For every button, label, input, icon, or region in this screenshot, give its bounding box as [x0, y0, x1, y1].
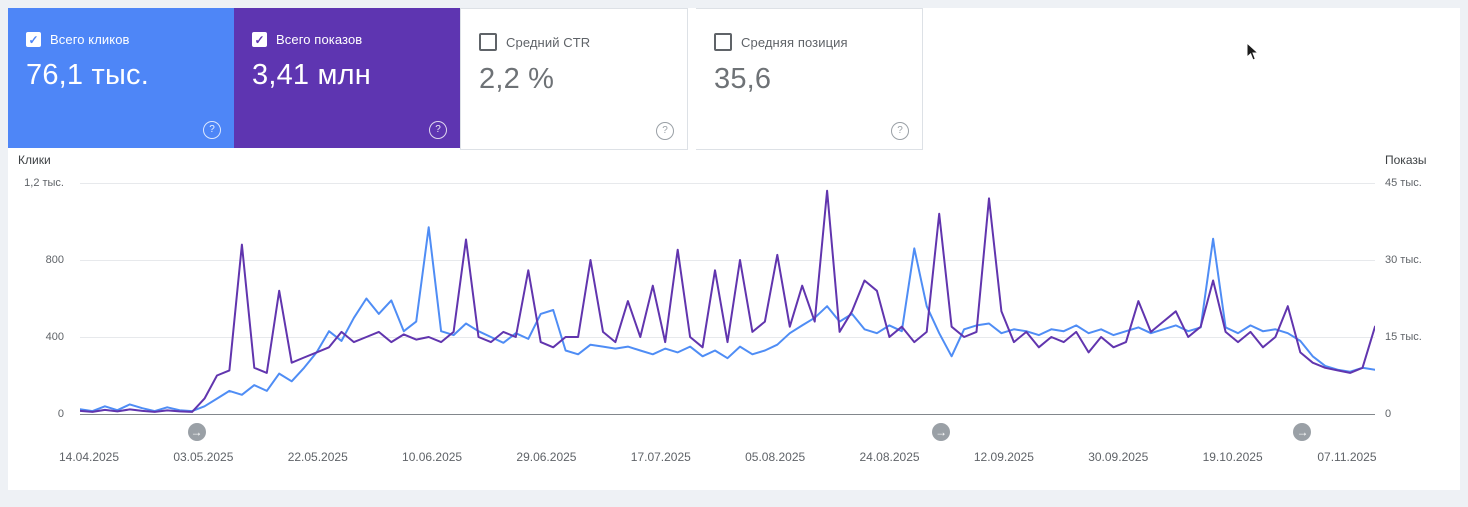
checkbox-checked-icon[interactable]: ✓	[252, 32, 267, 47]
right-axis-tick: 30 тыс.	[1385, 254, 1422, 266]
help-icon[interactable]: ?	[429, 121, 447, 139]
gridline	[80, 183, 1375, 184]
series-line-clicks	[79, 226, 1376, 413]
right-axis-tick: 15 тыс.	[1385, 331, 1422, 343]
x-axis-date-label: 29.06.2025	[516, 450, 577, 464]
timeline-annotation-marker[interactable]: →	[1293, 423, 1312, 441]
x-axis-date-label: 30.09.2025	[1088, 450, 1149, 464]
left-axis-tick: 400	[45, 331, 64, 343]
series-line-impressions	[79, 189, 1376, 413]
metric-card-label: Средняя позиция	[741, 34, 848, 50]
metric-card-label: Средний CTR	[506, 34, 591, 50]
left-axis-tick: 0	[57, 408, 64, 420]
metric-card-value: 35,6	[714, 63, 772, 95]
x-axis-date-label: 14.04.2025	[58, 450, 120, 464]
timeline-annotation-marker[interactable]: →	[932, 423, 951, 441]
help-icon[interactable]: ?	[656, 122, 674, 140]
right-axis-title: Показы	[1385, 153, 1427, 167]
line-chart	[79, 189, 1376, 413]
x-axis-date-label: 10.06.2025	[402, 450, 463, 464]
left-axis-tick: 1,2 тыс.	[24, 177, 64, 189]
x-axis-baseline	[80, 414, 1375, 415]
right-axis-tick: 0	[1385, 408, 1392, 420]
right-axis-tick: 45 тыс.	[1385, 177, 1422, 189]
chart-plot-area[interactable]	[79, 183, 1376, 414]
metric-card-value: 76,1 тыс.	[26, 59, 149, 91]
metric-card-position[interactable]: Средняя позиция 35,6 ?	[696, 8, 923, 150]
x-axis-date-label: 03.05.2025	[173, 450, 234, 464]
x-axis-labels: 14.04.2025 03.05.2025 22.05.2025 10.06.2025…	[49, 450, 1387, 464]
x-axis-date-label: 12.09.2025	[973, 450, 1034, 464]
check-icon: ✓	[254, 32, 265, 47]
timeline-annotation-marker[interactable]: →	[187, 423, 206, 441]
metric-cards-row: ✓ Всего кликов 76,1 тыс. ? ✓ Всего показ…	[8, 8, 923, 150]
performance-panel: ✓ Всего кликов 76,1 тыс. ? ✓ Всего показ…	[8, 8, 1460, 490]
x-axis-date-label: 05.08.2025	[745, 450, 806, 464]
metric-card-label: Всего кликов	[50, 32, 130, 47]
help-icon[interactable]: ?	[203, 121, 221, 139]
x-axis-date-label: 22.05.2025	[287, 450, 348, 464]
metric-card-clicks[interactable]: ✓ Всего кликов 76,1 тыс. ?	[8, 8, 234, 148]
checkbox-unchecked-icon[interactable]	[479, 33, 497, 51]
metric-card-value: 2,2 %	[479, 63, 555, 95]
metric-card-label: Всего показов	[276, 32, 363, 47]
metric-card-ctr[interactable]: Средний CTR 2,2 % ?	[460, 8, 688, 150]
help-icon[interactable]: ?	[891, 122, 909, 140]
check-icon: ✓	[28, 32, 39, 47]
left-axis-title: Клики	[18, 153, 51, 167]
x-axis-date-label: 07.11.2025	[1317, 450, 1377, 464]
metric-card-value: 3,41 млн	[252, 59, 371, 91]
x-axis-date-label: 17.07.2025	[630, 450, 691, 464]
checkbox-unchecked-icon[interactable]	[714, 33, 732, 51]
gridline	[80, 260, 1375, 261]
x-axis-date-label: 24.08.2025	[859, 450, 920, 464]
checkbox-checked-icon[interactable]: ✓	[26, 32, 41, 47]
metric-card-impressions[interactable]: ✓ Всего показов 3,41 млн ?	[234, 8, 460, 148]
x-axis-date-label: 19.10.2025	[1202, 450, 1263, 464]
mouse-cursor	[1246, 41, 1260, 67]
left-axis-tick: 800	[45, 254, 64, 266]
